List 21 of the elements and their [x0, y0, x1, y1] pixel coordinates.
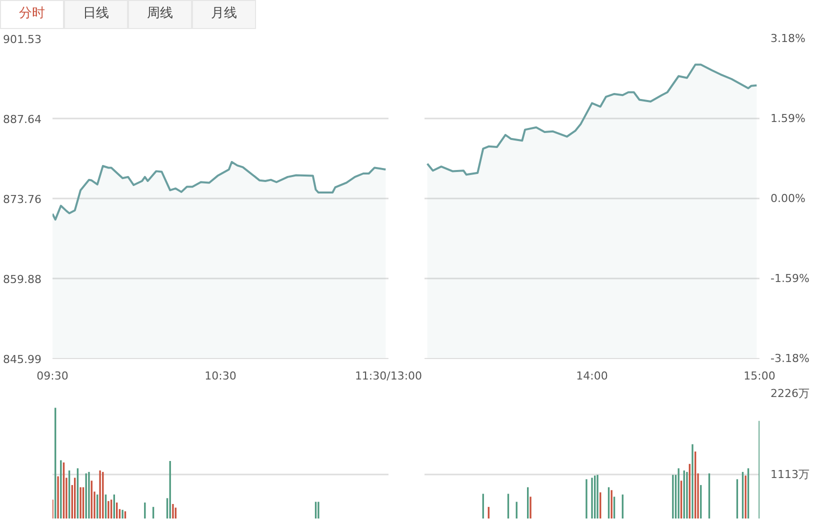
text: 0.00%	[770, 192, 806, 205]
text: -3.18%	[770, 352, 810, 365]
text: 3.18%	[770, 32, 806, 45]
text: 周线	[128, 0, 192, 29]
text: 日线	[64, 0, 128, 29]
x-tick-label: 11:30/13:00	[354, 370, 422, 382]
x-tick-label: 10:30	[204, 370, 236, 382]
text: 月线	[192, 0, 256, 29]
y-tick-label: 901.53	[3, 33, 42, 46]
x-tick-label: 14:00	[576, 370, 608, 382]
y-tick-label: 1113万	[770, 468, 810, 482]
text: 1.59%	[770, 112, 806, 125]
y-tick-label: 2226万	[770, 387, 810, 400]
y-tick-label: 859.88	[3, 272, 42, 286]
y-tick-label: 887.64	[3, 113, 42, 126]
x-tick-label: 09:30	[36, 370, 68, 382]
x-tick-label: 15:00	[744, 370, 776, 382]
text: 分时	[0, 0, 64, 29]
text: -1.59%	[770, 272, 810, 285]
y-tick-label: 845.99	[3, 353, 42, 366]
y-tick-label: 873.76	[3, 193, 42, 206]
